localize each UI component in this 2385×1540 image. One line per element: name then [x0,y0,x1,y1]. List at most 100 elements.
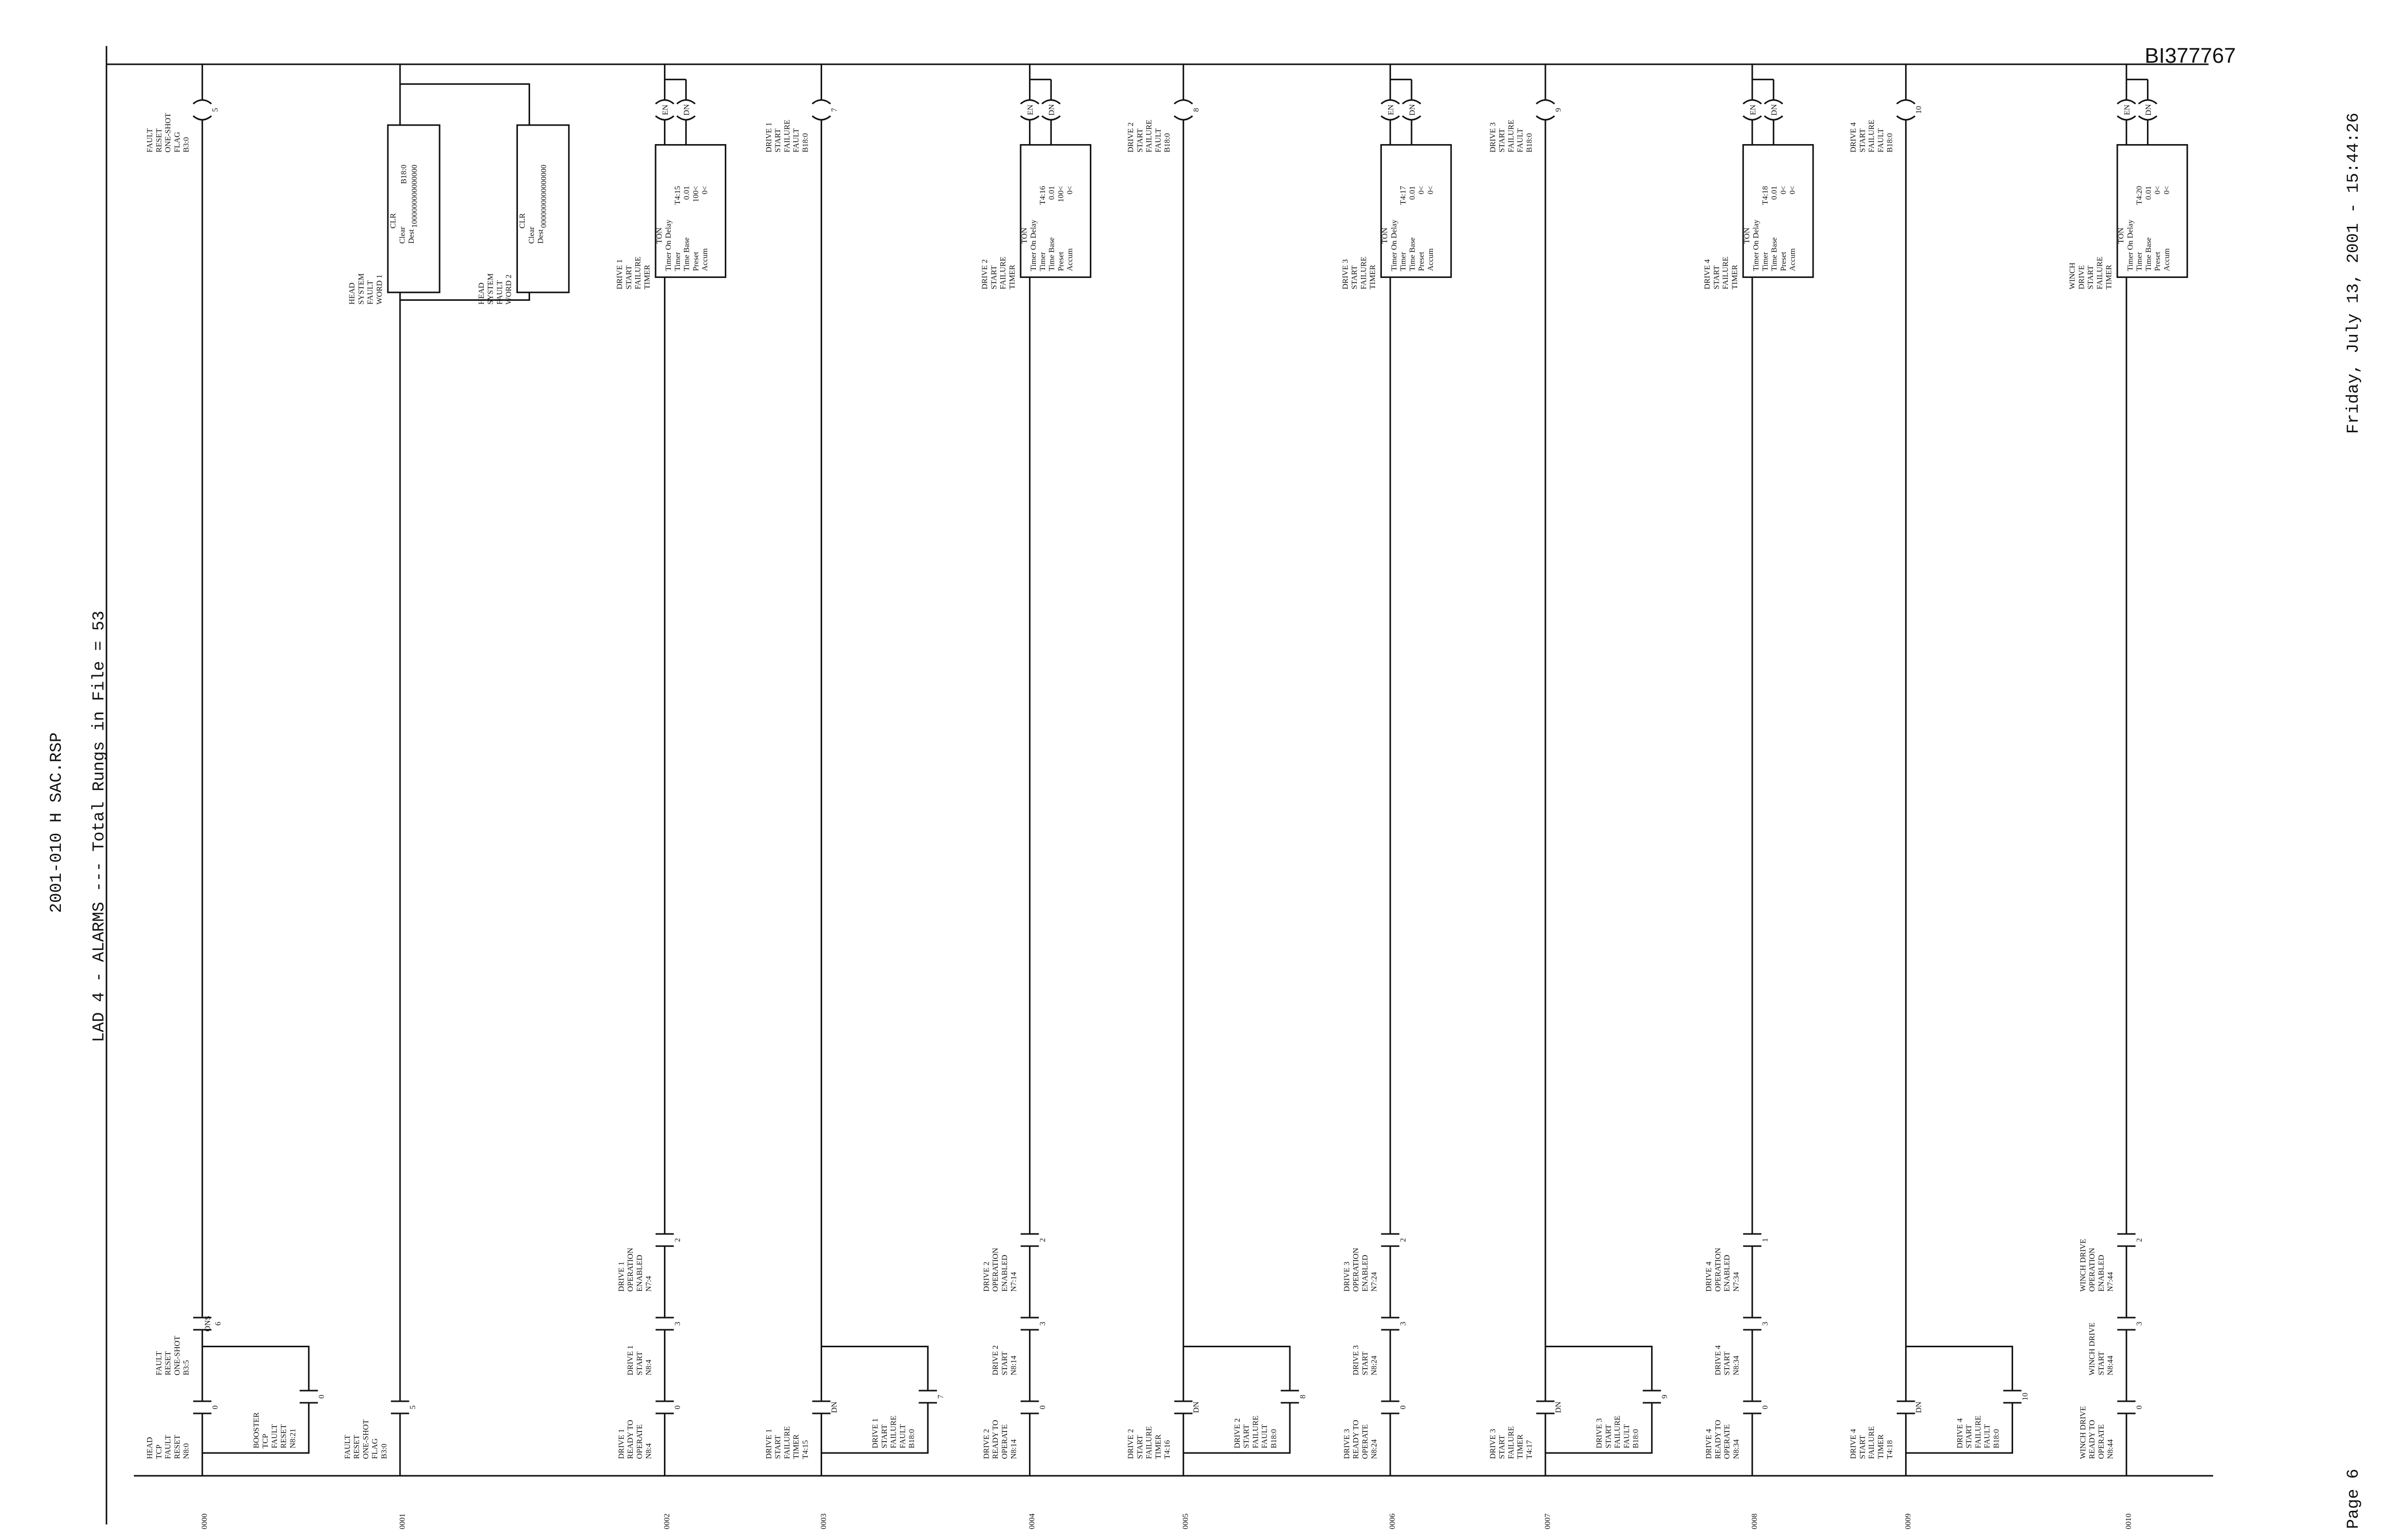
contact-label: DRIVE 4 [1705,1262,1713,1292]
ton-label: TIMER [2105,265,2113,290]
output-label: FAILURE [783,120,791,152]
contact-label: START [880,1424,889,1448]
output-label: B3:0 [182,137,191,153]
gap [1649,1391,1655,1403]
contact-label: DRIVE 3 [1595,1418,1604,1448]
gap [1286,1391,1293,1403]
output-coil [1174,99,1193,121]
gap [1387,1234,1394,1247]
contact-label: WINCH DRIVE [2078,1239,2087,1292]
contact-label: TCP [261,1434,270,1448]
gap [1895,101,1917,119]
contact-label: N8:14 [1009,1356,1018,1375]
contact-label: B18:0 [1269,1429,1278,1448]
bit: 0 [211,1405,220,1409]
ton-label: START [1350,265,1359,289]
contact-label: TIMER [792,1434,801,1459]
bit: 8 [1298,1394,1307,1398]
output-label: FAILURE [1145,120,1154,152]
contact-label: OPERATE [2097,1424,2106,1459]
ton-field: Timer [2135,252,2144,271]
contact-label: START [1242,1424,1251,1448]
contact-label: N8:24 [1370,1439,1378,1459]
output-label: FAULT [1876,128,1885,153]
ton-field: Time Base [1770,238,1779,271]
output-label: FAULT [1516,128,1524,153]
ton-box [1742,144,1814,278]
ton-instruction: TON [1020,227,1028,243]
contact-label: DRIVE 4 [1705,1429,1713,1459]
status-coil [1743,99,1762,121]
gap [1542,1401,1549,1413]
ton-field: Preset [1779,252,1788,271]
output-label: FAULT [792,128,801,153]
bit: 3 [1398,1321,1407,1325]
bit: 2 [673,1238,682,1242]
ton-value: T4:16 [1038,186,1047,205]
contact-label: READY TO [991,1420,1000,1459]
gap [1387,1318,1394,1330]
contact-label: N8:21 [288,1429,297,1448]
contact-label: FAILURE [783,1426,791,1459]
ton-value: 0.01 [1047,186,1056,200]
gap [199,1318,205,1330]
contact-label: OPERATION [1352,1247,1360,1292]
contact-label: N7:24 [1370,1272,1378,1292]
gap [1027,1401,1033,1413]
rung-number: 0000 [200,1514,209,1530]
contact-label: ENABLED [1723,1255,1731,1292]
contact-label: N8:44 [2106,1356,2115,1375]
contact-label: OPERATE [635,1424,644,1459]
bit: DN [830,1401,839,1413]
contact-label: RESET [164,1351,172,1375]
bit: 7 [830,108,839,112]
contact-label: DRIVE 4 [1849,1429,1858,1459]
ton-description: Timer On Delay [1752,219,1761,271]
contact-label: B18:0 [907,1429,916,1448]
contact-label: DRIVE 1 [764,1429,773,1459]
bit: 0 [2135,1405,2144,1409]
contact-label: N8:24 [1370,1356,1378,1375]
gap [306,1391,312,1403]
output-label: B18:0 [1886,133,1894,153]
contact-label: B3:5 [182,1360,190,1375]
ton-description: Timer On Delay [2126,219,2134,271]
contact-label: READY TO [2088,1420,2096,1459]
ton-description: Timer On Delay [664,219,673,271]
contact-label: N7:4 [644,1276,653,1292]
clr-label: SYSTEM [486,274,495,305]
clr-field: Dest [407,229,416,243]
contact-label: FAULT [1260,1424,1269,1448]
clr-label: FAULT [366,280,375,305]
contact-label: READY TO [1713,1420,1722,1459]
rung-number: 0010 [2124,1514,2133,1530]
clr-box [516,124,570,293]
gap [1749,1318,1756,1330]
gap [2123,1318,2129,1330]
ton-label: TIMER [1730,265,1739,290]
output-label: B18:0 [801,133,809,153]
ton-label: DRIVE 3 [1341,259,1350,290]
contact-label: ONE-SHOT [173,1336,182,1375]
contact-label: T4:17 [1525,1440,1534,1459]
clr-field: Dest [536,229,545,243]
status-coil [1020,99,1040,121]
contact-label: DRIVE 1 [626,1345,635,1375]
contact-label: T4:16 [1163,1440,1172,1459]
ton-value: T4:17 [1399,186,1408,205]
contact-label: FAULT [1983,1424,1992,1448]
branch [400,83,531,301]
bit: 5 [211,108,220,112]
ton-instruction: TON [2117,227,2126,243]
status-tag: EN [1387,105,1395,115]
contact-label: FAILURE [1251,1415,1260,1448]
output-label: RESET [154,128,163,153]
ton-value: 0< [1788,186,1797,194]
contact-label: FLAG [370,1438,379,1459]
ton-value: T4:18 [1761,186,1769,205]
gap [675,101,697,119]
contact-label: N8:14 [1009,1439,1018,1459]
rung-number: 0003 [819,1514,828,1530]
ton-field: Preset [691,252,700,271]
